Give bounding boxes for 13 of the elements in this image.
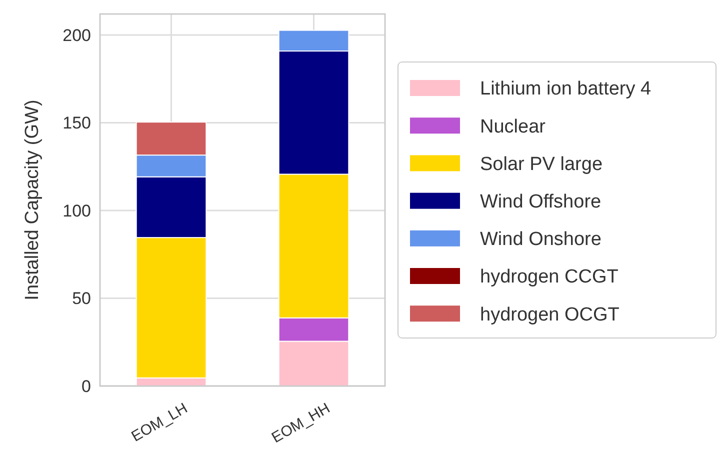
legend-label: Lithium ion battery 4 <box>480 78 652 100</box>
y-axis-title: Installed Capacity (GW) <box>22 100 43 300</box>
y-tick-label: 200 <box>62 26 91 46</box>
legend-label: Nuclear <box>480 116 546 138</box>
legend-label: hydrogen CCGT <box>480 266 619 288</box>
y-tick-label: 100 <box>62 201 91 220</box>
legend-label: Solar PV large <box>480 154 603 175</box>
legend-label: hydrogen OCGT <box>480 304 620 326</box>
y-tick-label: 0 <box>82 376 91 396</box>
legend-label: Wind Offshore <box>480 191 602 212</box>
y-tick-label: 50 <box>72 289 91 308</box>
legend-label: Wind Onshore <box>480 229 602 250</box>
y-tick-label: 150 <box>62 114 91 133</box>
